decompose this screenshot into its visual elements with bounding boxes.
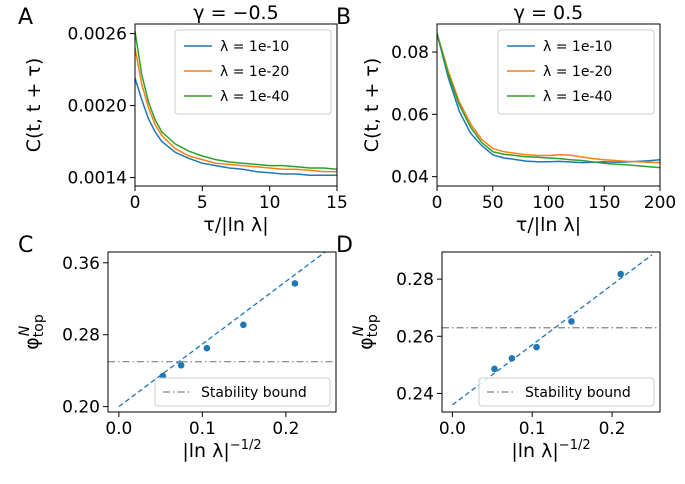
plot-area — [135, 31, 337, 176]
legend-box — [478, 377, 655, 407]
y-axis-label: φtopN — [351, 314, 381, 350]
x-axis-label: τ/|ln λ| — [516, 214, 581, 236]
panel-c: C 0.0 0.1 0.2 0.20 0.28 0.36 |ln λ|−1/2 φtopN Sta… — [17, 233, 337, 462]
x-tick-label: 5 — [197, 193, 208, 213]
legend-entry: Stability bound — [525, 385, 631, 401]
x-tick-label: 15 — [326, 193, 348, 213]
legend: λ = 1e-10 λ = 1e-20 λ = 1e-40 — [174, 29, 332, 115]
x-tick-label: 0.2 — [272, 419, 299, 439]
panel-label: D — [336, 233, 353, 258]
y-tick-label: 0.36 — [62, 254, 100, 274]
y-tick-label: 0.28 — [62, 326, 100, 346]
y-tick-label: 0.08 — [391, 43, 429, 63]
x-tick-label: 10 — [259, 193, 281, 213]
panel-label: A — [18, 5, 33, 30]
x-tick-label: 200 — [644, 193, 676, 213]
series-line — [437, 33, 660, 169]
axes-frame — [441, 251, 661, 413]
y-tick-label: 0.0026 — [68, 25, 127, 45]
data-point — [491, 365, 498, 373]
x-axis-label: |ln λ|−1/2 — [511, 438, 590, 462]
x-tick-label: 150 — [588, 193, 620, 213]
axes-frame — [107, 251, 337, 413]
axes-frame — [134, 23, 338, 187]
data-point — [508, 354, 516, 362]
legend-entry: λ = 1e-10 — [543, 39, 612, 55]
x-tick-label: 0 — [130, 193, 141, 213]
data-point — [568, 318, 575, 325]
legend-box — [497, 29, 655, 115]
y-tick-label: 0.04 — [391, 168, 429, 188]
y-tick-label: 0.28 — [396, 270, 434, 290]
x-tick-label: 0.1 — [519, 419, 546, 439]
data-point — [203, 344, 211, 352]
series-line — [437, 33, 660, 164]
panel-label: B — [336, 5, 351, 30]
data-point — [533, 343, 540, 351]
series-line — [135, 31, 337, 170]
legend-entry: λ = 1e-20 — [220, 64, 289, 80]
x-tick-label: 0.0 — [439, 419, 466, 439]
series-line — [437, 33, 660, 164]
legend-entry: λ = 1e-20 — [543, 64, 612, 80]
data-point — [291, 280, 299, 287]
y-tick-label: 0.0014 — [68, 169, 127, 189]
series-line — [135, 47, 337, 173]
legend: Stability bound — [478, 377, 655, 407]
legend-entry: Stability bound — [201, 385, 307, 401]
plot-area — [108, 252, 336, 408]
data-point — [177, 361, 185, 369]
x-tick-label: 0.1 — [189, 419, 216, 439]
data-point — [617, 270, 625, 278]
fit-line — [118, 252, 327, 408]
x-axis-label: |ln λ|−1/2 — [182, 438, 261, 462]
x-tick-label: 50 — [482, 193, 504, 213]
legend-box — [174, 29, 332, 115]
y-axis-label: φtopN — [17, 314, 47, 350]
y-axis-label: C(t, t + τ) — [361, 58, 383, 153]
x-tick-label: 0 — [432, 193, 443, 213]
y-axis-label: C(t, t + τ) — [23, 58, 45, 153]
panel-title: γ = −0.5 — [193, 2, 278, 24]
series-line — [135, 77, 337, 176]
legend-box — [154, 377, 331, 407]
legend: Stability bound — [154, 377, 331, 407]
y-tick-label: 0.24 — [396, 384, 434, 404]
legend-entry: λ = 1e-10 — [220, 39, 289, 55]
y-tick-label: 0.26 — [396, 327, 434, 347]
x-tick-label: 0.0 — [105, 419, 132, 439]
panel-d: D 0.0 0.1 0.2 0.24 0.26 0.28 |ln λ|−1/2 φtopN Sta… — [336, 233, 661, 462]
legend-entry: λ = 1e-40 — [220, 89, 289, 105]
y-tick-label: 0.06 — [391, 105, 429, 125]
data-point — [240, 321, 247, 329]
panel-title: γ = 0.5 — [514, 2, 583, 24]
plot-area — [437, 33, 660, 169]
y-tick-label: 0.0020 — [68, 97, 127, 117]
legend: λ = 1e-10 λ = 1e-20 λ = 1e-40 — [497, 29, 655, 115]
x-tick-label: 100 — [532, 193, 564, 213]
panel-label: C — [18, 233, 33, 258]
y-tick-label: 0.20 — [62, 398, 100, 418]
x-tick-label: 0.2 — [599, 419, 626, 439]
legend-entry: λ = 1e-40 — [543, 89, 612, 105]
x-axis-label: τ/|ln λ| — [203, 214, 268, 236]
